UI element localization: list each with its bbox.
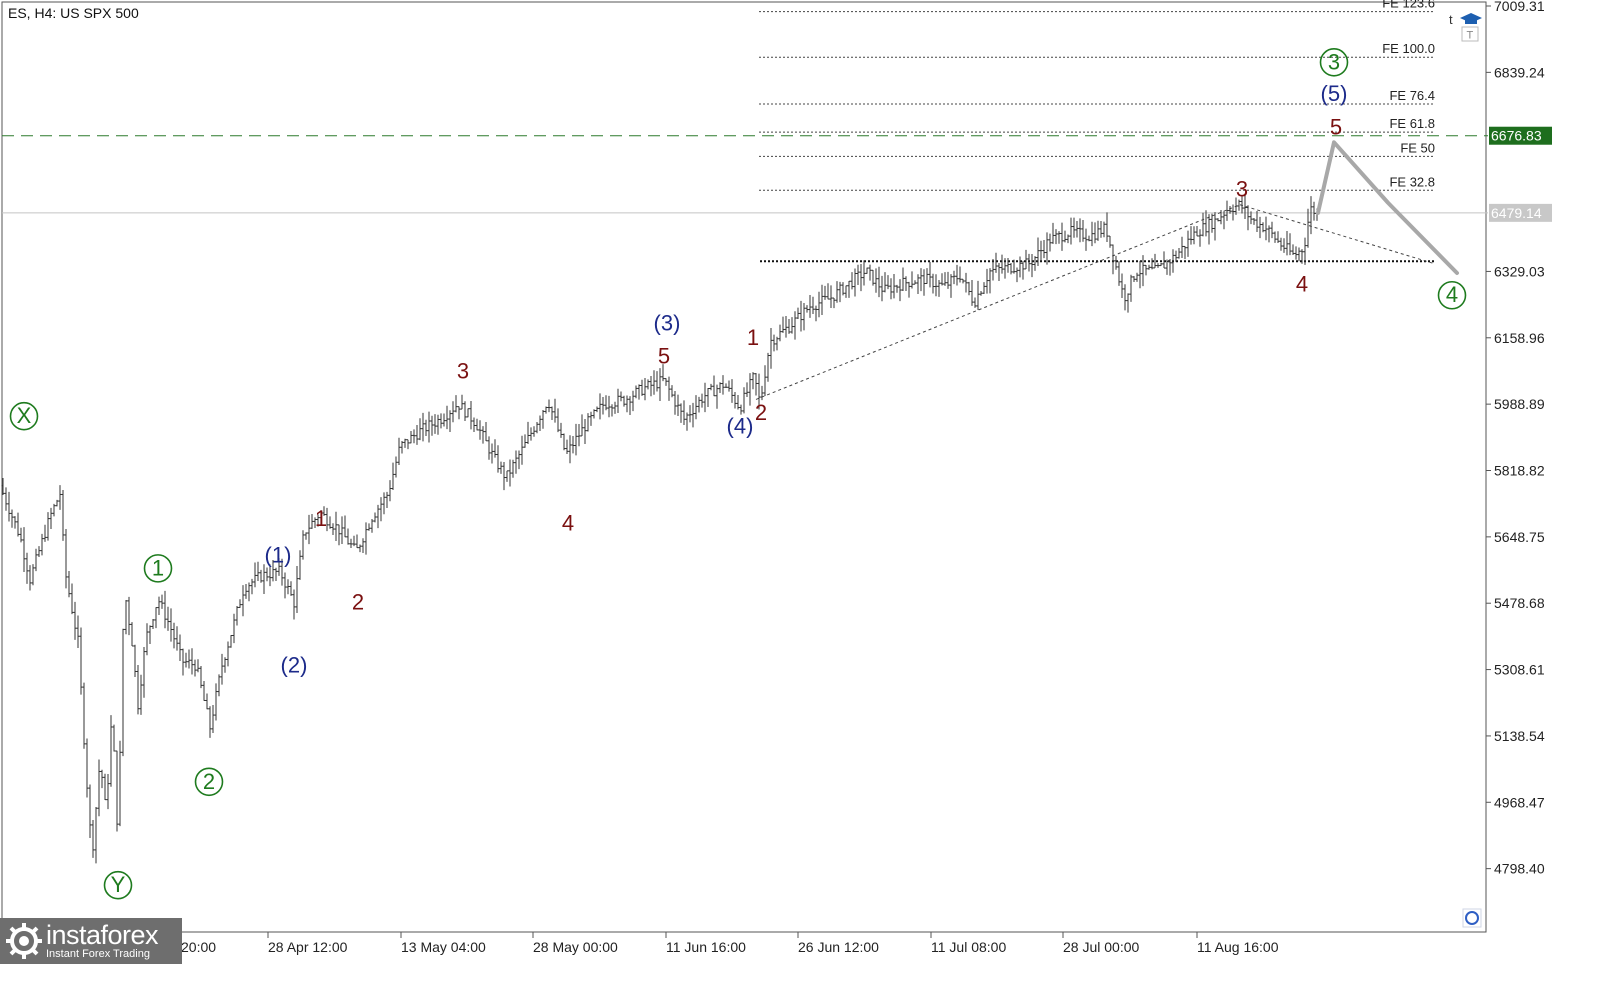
price-level-box (1489, 126, 1552, 145)
y-axis-label: 4968.47 (1494, 794, 1545, 810)
wave-label: (2) (281, 652, 308, 677)
wave-label: 2 (755, 400, 767, 425)
y-axis-label: 6329.03 (1494, 263, 1545, 279)
svg-text:T: T (1467, 30, 1474, 42)
wave-label: (5) (1321, 81, 1348, 106)
wave-label: X (17, 403, 32, 428)
instaforex-logo-icon (4, 921, 44, 961)
y-axis-label: 5138.54 (1494, 728, 1545, 744)
watermark-tagline: Instant Forex Trading (46, 948, 150, 960)
wave-label: 4 (562, 511, 574, 536)
x-axis-label: 11 Jun 16:00 (666, 939, 746, 955)
y-axis-label: 5308.61 (1494, 662, 1545, 678)
x-axis-label: 11 Aug 16:00 (1197, 939, 1279, 955)
fibonacci-level-label: FE 61.8 (1389, 116, 1435, 131)
y-axis-label: 5818.82 (1494, 463, 1545, 479)
svg-text:t: t (1449, 12, 1453, 27)
y-axis-label: 6158.96 (1494, 330, 1545, 346)
wave-label-circle (143, 554, 173, 583)
fibonacci-level-label: FE 100.0 (1382, 41, 1435, 56)
wave-label: 1 (152, 555, 164, 580)
y-axis-label: 4798.40 (1494, 861, 1545, 877)
y-axis-label: 5648.75 (1494, 529, 1545, 545)
wave-label: Y (111, 872, 126, 897)
trend-guide-line[interactable] (1239, 204, 1434, 264)
wave-label: 1 (747, 325, 759, 350)
wave-label-circle (1319, 48, 1349, 77)
wave-label-circle (194, 767, 224, 797)
wave-label-circle (1437, 280, 1467, 310)
x-axis-label: 11 Jul 08:00 (931, 939, 1006, 955)
wave-projection-path[interactable] (1316, 140, 1459, 276)
x-axis-label: 28 Jul 00:00 (1063, 939, 1139, 955)
wave-label: 3 (457, 359, 469, 384)
fibonacci-level-label: FE 123.6 (1382, 0, 1435, 11)
x-axis-label: 20:00 (181, 939, 216, 955)
plot-frame (1, 1, 1487, 933)
wave-label: 2 (352, 590, 364, 615)
y-axis-label: 5478.68 (1494, 595, 1545, 611)
wave-label: 3 (1236, 177, 1248, 202)
chart-title: ES, H4: US SPX 500 (8, 5, 139, 21)
circle-icon[interactable] (1462, 908, 1482, 928)
fibonacci-level-label: FE 50 (1400, 140, 1435, 155)
price-level-label: 6676.83 (1491, 128, 1542, 144)
x-axis-label: 26 Jun 12:00 (798, 939, 879, 955)
y-axis-label: 5988.89 (1494, 396, 1545, 412)
wave-label: 4 (1446, 282, 1458, 307)
x-axis-label: 28 Apr 12:00 (268, 939, 348, 955)
x-axis-label: 28 May 00:00 (533, 939, 618, 955)
wave-label: 5 (658, 343, 670, 368)
wave-label: (3) (654, 311, 681, 336)
y-axis-label: 7009.31 (1494, 0, 1545, 14)
wave-label: (1) (265, 543, 292, 568)
graduation-cap-icon[interactable]: t T (1449, 12, 1482, 42)
wave-label: 2 (203, 769, 215, 794)
x-axis-label: 13 May 04:00 (401, 939, 486, 955)
instaforex-watermark: instaforex Instant Forex Trading (0, 918, 182, 964)
watermark-brand: instaforex (46, 920, 159, 950)
wave-label: 4 (1296, 272, 1308, 297)
current-price-label: 6479.14 (1491, 205, 1542, 221)
wave-label: 5 (1330, 115, 1342, 140)
wave-label: 1 (315, 506, 327, 531)
wave-label: (4) (727, 414, 754, 439)
wave-label: 3 (1328, 49, 1340, 74)
wave-label-circle (9, 401, 39, 431)
fibonacci-level-label: FE 76.4 (1389, 88, 1435, 103)
current-price-box (1489, 203, 1552, 222)
wave-label-circle (103, 870, 133, 900)
trend-guide-line[interactable] (755, 204, 1241, 400)
y-axis-label: 6839.24 (1494, 64, 1545, 80)
fibonacci-level-label: FE 32.8 (1389, 174, 1435, 189)
